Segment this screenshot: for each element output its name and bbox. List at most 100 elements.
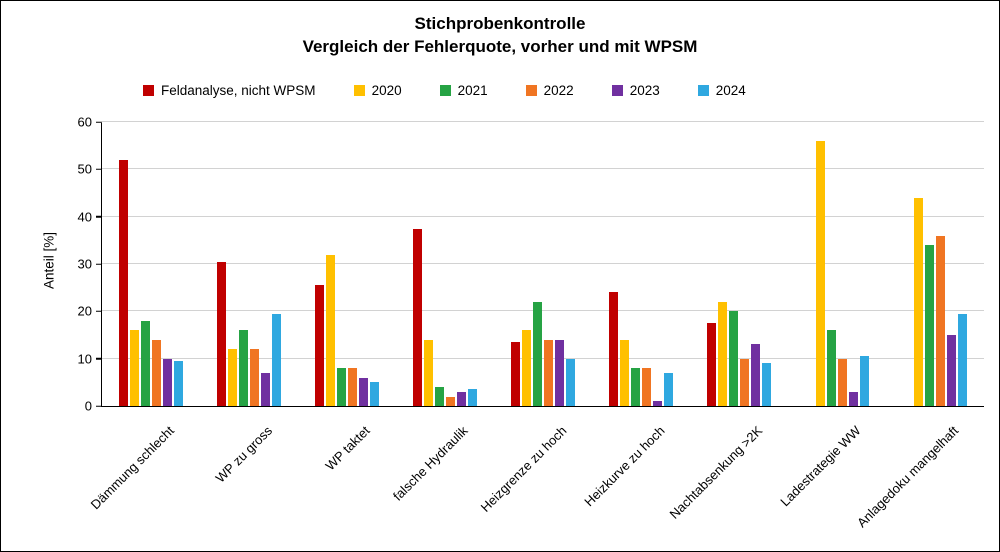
x-axis-label: Heizgrenze zu hoch: [477, 423, 570, 515]
legend-item: 2023: [611, 83, 660, 98]
y-tick-label: 10: [77, 351, 92, 367]
legend-item: 2021: [439, 83, 488, 98]
bar: [119, 159, 128, 406]
legend: Feldanalyse, nicht WPSM 2020 2021 2022 2023 2…: [143, 83, 746, 98]
chart-subtitle: Vergleich der Fehlerquote, vorher und mi…: [302, 36, 698, 56]
legend-swatch: [353, 85, 365, 96]
bar-group: [298, 123, 396, 406]
y-tick-label: 50: [77, 161, 92, 177]
bar: [860, 356, 869, 406]
gridline: [102, 215, 984, 217]
bar: [174, 361, 183, 406]
bar-group: [200, 123, 298, 406]
bar: [936, 235, 945, 406]
bar: [522, 330, 531, 406]
bar-group: [396, 123, 494, 406]
bar: [228, 349, 237, 406]
bar: [620, 339, 629, 406]
y-axis-title: Anteil [%]: [41, 231, 57, 290]
bar: [217, 261, 226, 406]
x-axis-label: Dämmung schlecht: [87, 423, 177, 513]
y-tick-mark: [96, 310, 102, 313]
y-tick-mark: [96, 168, 102, 171]
bar: [849, 391, 858, 406]
legend-label: Feldanalyse, nicht WPSM: [161, 83, 316, 98]
legend-swatch: [697, 85, 709, 96]
bar: [958, 313, 967, 406]
bar: [315, 285, 324, 406]
bar: [947, 335, 956, 406]
bar: [566, 358, 575, 406]
bar: [827, 330, 836, 406]
legend-label: 2024: [715, 83, 746, 98]
bar-group: [494, 123, 592, 406]
bar: [740, 358, 749, 406]
bar: [653, 401, 662, 406]
bar: [261, 372, 270, 406]
bar: [642, 368, 651, 406]
y-tick-mark: [96, 121, 102, 123]
legend-label: 2021: [457, 83, 488, 98]
y-tick-mark: [96, 405, 102, 407]
x-axis-label: Nachtabsenkung >2K: [666, 423, 766, 522]
gridline: [102, 168, 984, 170]
bar: [435, 387, 444, 406]
legend-item: 2024: [697, 83, 746, 98]
legend-swatch: [525, 85, 537, 96]
bar: [914, 197, 923, 406]
legend-label: 2020: [371, 83, 402, 98]
y-tick-mark: [96, 263, 102, 265]
bar: [729, 311, 738, 406]
x-axis-labels: Dämmung schlecht WP zu gross WP taktet fals…: [87, 409, 984, 549]
bar: [457, 391, 466, 406]
bar-group: [788, 123, 886, 406]
bar: [326, 254, 335, 406]
bar-group: [886, 123, 984, 406]
bar: [370, 382, 379, 406]
bar: [424, 339, 433, 406]
bar: [141, 320, 150, 406]
bar: [272, 313, 281, 406]
bar: [555, 339, 564, 406]
bar: [609, 292, 618, 406]
legend-item: 2020: [353, 83, 402, 98]
bar-group: [690, 123, 788, 406]
gridline: [102, 263, 984, 264]
gridline: [102, 121, 984, 122]
chart-title-block: Stichprobenkontrolle Vergleich der Fehle…: [1, 1, 999, 59]
bar: [468, 389, 477, 406]
gridline: [102, 310, 984, 312]
bar: [707, 323, 716, 406]
x-axis-label: WP zu gross: [212, 423, 275, 486]
y-tick-label: 20: [77, 303, 92, 319]
legend-swatch: [143, 85, 154, 96]
bar: [762, 363, 771, 406]
bar: [250, 349, 259, 406]
y-tick-label: 0: [84, 398, 92, 414]
bar: [130, 330, 139, 406]
bar-group: [592, 123, 690, 406]
x-axis-label: falsche Hydraulik: [390, 423, 471, 504]
x-axis-label: WP taktet: [322, 423, 373, 474]
bar: [816, 140, 825, 406]
bar: [838, 358, 847, 406]
bar: [544, 339, 553, 406]
legend-swatch: [439, 85, 451, 96]
bar: [337, 368, 346, 406]
y-tick-mark: [96, 215, 102, 218]
x-axis-label: Ladestrategie WW: [777, 423, 864, 510]
y-tick-mark: [96, 357, 102, 360]
y-tick-label: 40: [77, 209, 92, 225]
gridline: [102, 357, 984, 359]
y-tick-label: 60: [77, 114, 92, 130]
bar: [631, 368, 640, 406]
bar: [446, 396, 455, 406]
bar: [239, 330, 248, 406]
bar: [925, 245, 934, 406]
x-axis-label: Anlagedoku mangelhaft: [854, 423, 962, 531]
bar: [152, 339, 161, 406]
chart-title: Stichprobenkontrolle: [414, 14, 586, 33]
bar: [664, 372, 673, 406]
bar: [413, 228, 422, 406]
